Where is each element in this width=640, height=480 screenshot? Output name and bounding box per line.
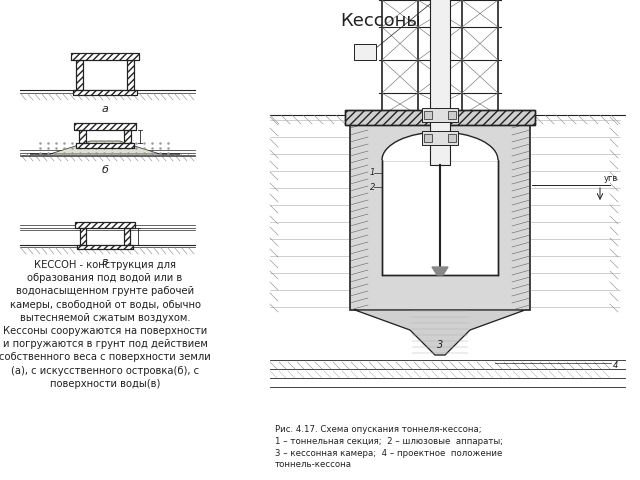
Polygon shape	[432, 267, 448, 275]
Bar	[448, 111, 456, 119]
Bar	[422, 108, 458, 122]
Bar	[354, 44, 376, 60]
Text: 2: 2	[370, 183, 376, 192]
Text: б: б	[102, 165, 108, 175]
Bar	[76, 143, 134, 148]
Bar	[76, 60, 83, 90]
Bar	[124, 228, 130, 245]
Text: Кессоны: Кессоны	[340, 12, 420, 30]
Bar	[77, 245, 133, 249]
Bar	[382, 160, 498, 275]
Polygon shape	[355, 310, 525, 355]
Bar	[430, 0, 450, 165]
Bar	[127, 60, 134, 90]
Bar	[74, 123, 136, 130]
Bar	[73, 90, 137, 95]
Text: 1: 1	[370, 168, 376, 177]
Bar	[350, 120, 530, 310]
Text: угв: угв	[604, 174, 618, 183]
Bar	[124, 130, 131, 143]
Text: а: а	[102, 104, 108, 114]
Text: 4: 4	[613, 360, 618, 370]
Bar	[76, 60, 83, 90]
Bar	[79, 130, 86, 143]
Bar	[80, 228, 86, 245]
Bar	[124, 130, 131, 143]
Bar	[345, 110, 535, 125]
Bar	[76, 143, 134, 148]
Bar	[124, 228, 130, 245]
Text: 3: 3	[437, 340, 443, 350]
Bar	[71, 53, 139, 60]
Bar	[448, 134, 456, 142]
Bar	[422, 131, 458, 145]
Bar	[73, 90, 137, 95]
Text: Рис. 4.17. Схема опускания тоннеля-кессона;
1 – тоннельная секция;  2 – шлюзовые: Рис. 4.17. Схема опускания тоннеля-кессо…	[275, 425, 503, 469]
Bar	[424, 111, 432, 119]
Bar	[345, 110, 535, 125]
Text: в: в	[102, 257, 108, 267]
Polygon shape	[30, 141, 180, 154]
Bar	[77, 245, 133, 249]
Bar	[424, 134, 432, 142]
Bar	[74, 123, 136, 130]
Bar	[127, 60, 134, 90]
Text: КЕССОН - конструкция для
образования под водой или в
водонасыщенном грунте рабоч: КЕССОН - конструкция для образования под…	[0, 260, 211, 389]
Bar	[71, 53, 139, 60]
Bar	[79, 130, 86, 143]
Bar	[75, 222, 135, 228]
Bar	[75, 222, 135, 228]
Bar	[80, 228, 86, 245]
